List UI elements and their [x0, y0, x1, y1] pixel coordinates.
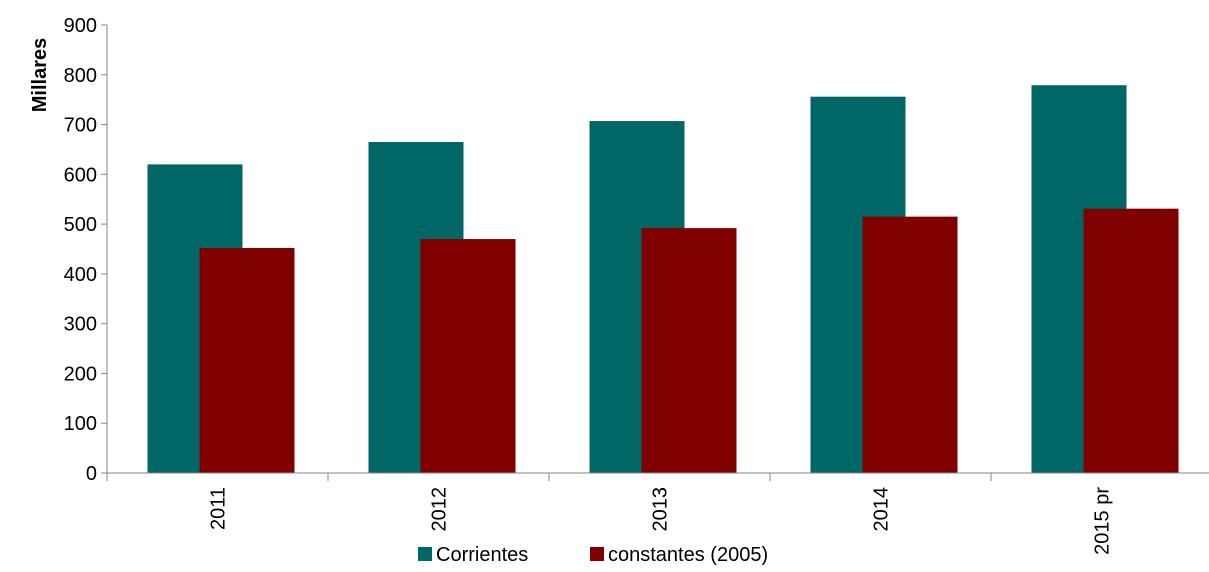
x-tick-label: 2012: [429, 487, 451, 532]
y-tick-label: 200: [64, 363, 97, 385]
bar-constantes-4: [1083, 208, 1179, 473]
y-tick-label: 0: [86, 463, 97, 485]
legend: Corrientes constantes (2005): [418, 544, 768, 566]
y-tick-label: 300: [64, 314, 97, 336]
x-axis: 2011 2012 2013 2014 2015 pr: [106, 472, 1209, 555]
y-tick-label: 800: [64, 65, 97, 87]
legend-label: constantes (2005): [608, 544, 768, 566]
x-tick-label: 2013: [650, 487, 672, 532]
legend-swatch: [418, 547, 432, 561]
bars-group: [147, 85, 1179, 474]
x-tick-label: 2011: [208, 487, 230, 530]
y-tick-label: 500: [64, 214, 97, 236]
y-tick-label: 100: [64, 413, 97, 435]
y-tick-label: 400: [64, 264, 97, 286]
x-tick-label: 2014: [871, 487, 893, 532]
y-tick-label: 600: [64, 164, 97, 186]
x-tick-label: 2015 pr: [1092, 487, 1114, 555]
legend-label: Corrientes: [436, 544, 528, 566]
bar-constantes-0: [199, 248, 295, 473]
y-tick-label: 900: [64, 15, 97, 37]
bar-constantes-1: [420, 239, 516, 473]
y-axis-title: Millares: [29, 38, 51, 112]
y-axis: 0 100 200 300 400 500 600 700 800 900: [64, 15, 108, 485]
legend-swatch: [590, 547, 604, 561]
y-tick-label: 700: [64, 115, 97, 137]
bar-constantes-3: [862, 216, 958, 473]
bar-constantes-2: [641, 228, 737, 473]
